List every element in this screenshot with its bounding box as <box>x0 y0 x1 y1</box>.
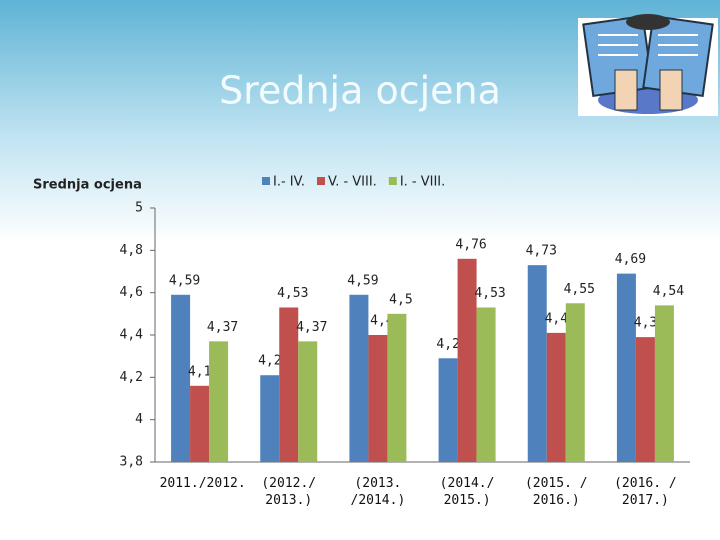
y-tick-label: 5 <box>135 201 143 216</box>
bar <box>565 303 585 462</box>
x-tick-label: (2016. / 2017.) <box>614 476 677 508</box>
bar <box>438 358 458 462</box>
y-tick-label: 4,4 <box>120 328 144 343</box>
y-tick-label: 3,8 <box>120 455 143 470</box>
y-tick-label: 4,2 <box>120 370 143 385</box>
x-tick-label: (2015. / 2016.) <box>524 476 588 508</box>
slide-title: Srednja ocjena <box>219 69 501 113</box>
chart-title: Srednja ocjena <box>33 178 142 193</box>
bar <box>279 307 299 462</box>
x-tick-label: (2013. /2014.) <box>350 476 406 508</box>
bar <box>260 375 280 462</box>
x-tick-label: (2012./ 2013.) <box>261 476 317 508</box>
bar <box>476 307 496 462</box>
data-label: 4,55 <box>564 282 595 297</box>
bar <box>457 258 477 462</box>
legend-swatch <box>262 177 270 185</box>
bar <box>546 332 566 462</box>
data-label: 4,37 <box>207 320 238 335</box>
y-tick-label: 4 <box>135 412 143 427</box>
bar <box>635 337 655 462</box>
data-label: 4,37 <box>296 320 327 335</box>
data-label: 4,59 <box>169 273 200 288</box>
data-label: 4,53 <box>474 286 505 301</box>
data-label: 4,69 <box>615 252 646 267</box>
legend-label: I.- IV. <box>273 175 305 190</box>
y-tick-label: 4,6 <box>120 285 143 300</box>
y-tick-label: 4,8 <box>120 243 143 258</box>
legend-label: V. - VIII. <box>328 175 377 190</box>
data-label: 4,54 <box>653 284 684 299</box>
bar <box>527 265 547 462</box>
data-label: 4,76 <box>455 237 486 252</box>
bar <box>190 385 210 462</box>
reader-illustration <box>578 14 718 116</box>
bar <box>171 294 191 462</box>
bar <box>654 305 674 462</box>
legend-swatch <box>388 177 397 185</box>
bar <box>209 341 229 462</box>
data-label: 4,59 <box>347 273 378 288</box>
x-tick-label: (2014./ 2015.) <box>439 476 495 508</box>
bar <box>368 335 388 462</box>
bar <box>349 294 369 462</box>
legend-swatch <box>316 177 325 185</box>
data-label: 4,73 <box>526 244 557 259</box>
data-label: 4,5 <box>389 292 412 307</box>
legend-label: I. - VIII. <box>400 175 445 190</box>
bar <box>298 341 318 462</box>
data-label: 4,53 <box>277 286 308 301</box>
x-tick-label: 2011./2012. <box>159 476 246 491</box>
bar <box>387 313 407 462</box>
bar <box>616 273 636 462</box>
